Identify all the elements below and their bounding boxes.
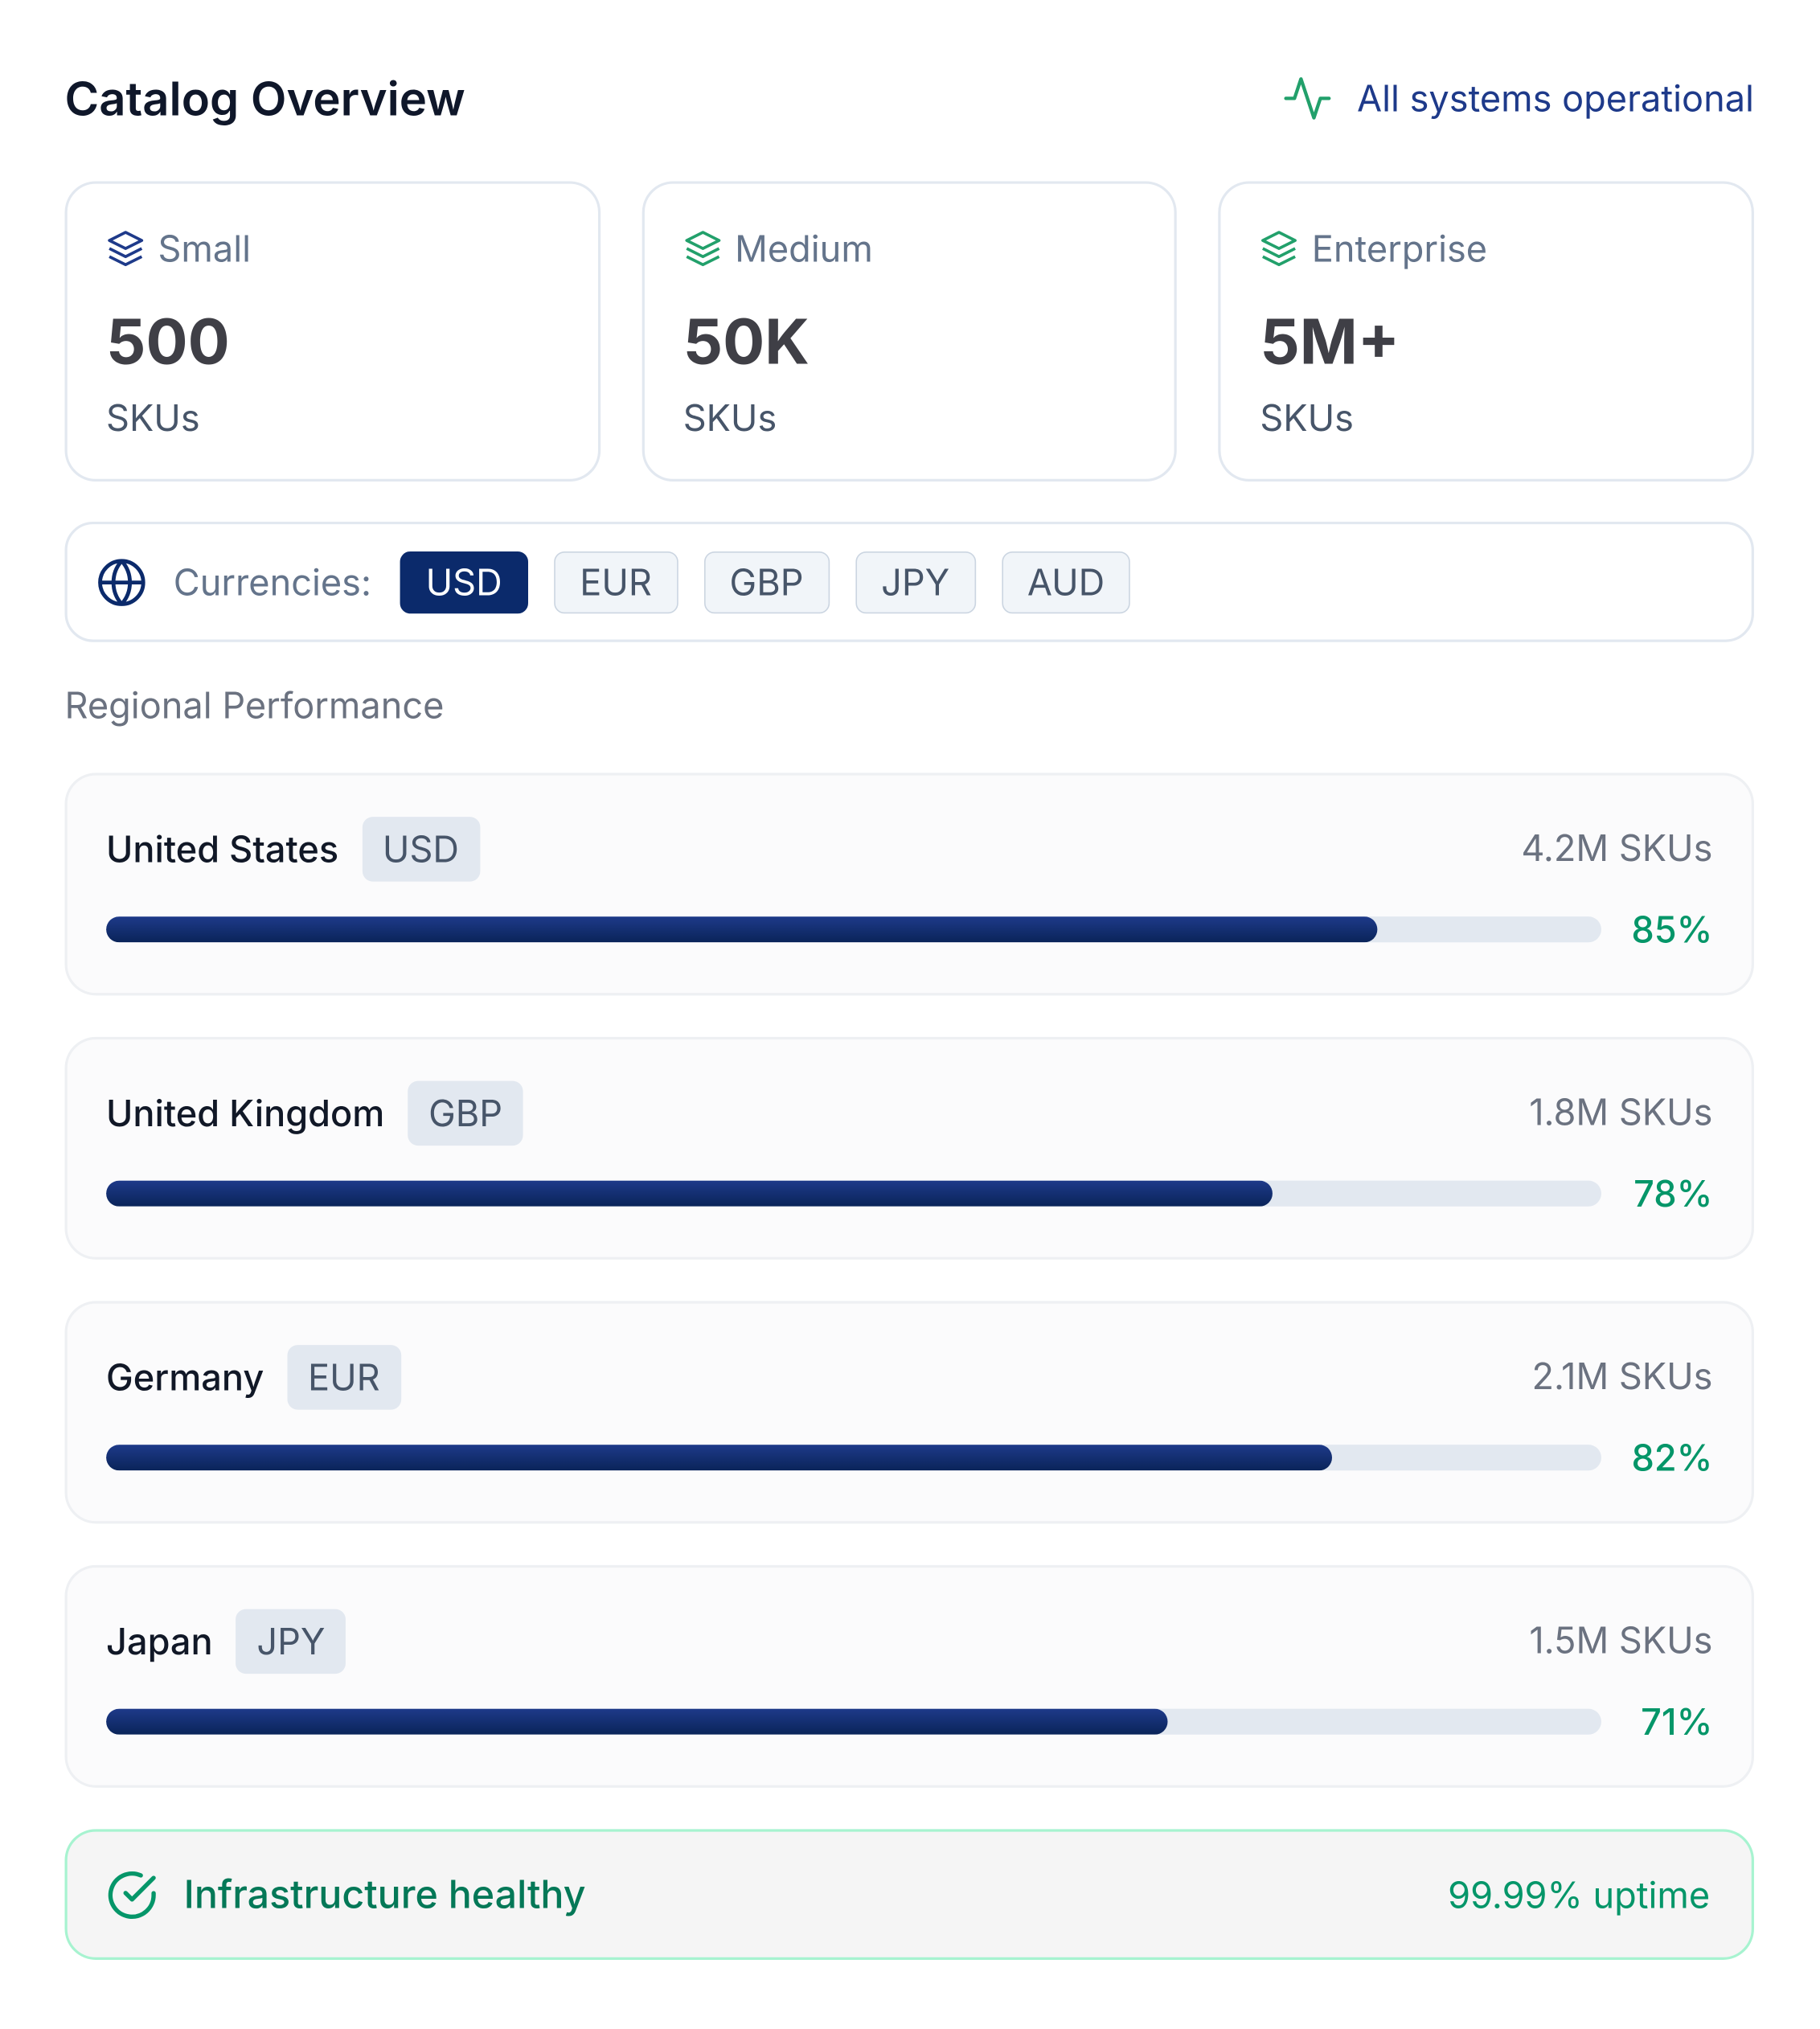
progress-track [106, 1708, 1601, 1735]
region-percent: 85% [1631, 907, 1713, 952]
region-name: Japan [106, 1619, 213, 1664]
currency-badge: GBP [408, 1080, 523, 1146]
check-icon [108, 1871, 156, 1919]
progress-track [106, 1445, 1601, 1471]
region-header: United States USD [106, 817, 480, 882]
tier-value: 5M+ [1260, 302, 1400, 379]
tier-card: Enterprise 5M+ SKUs [1218, 181, 1754, 482]
progress-bar [106, 1445, 1333, 1471]
currency-badge: EUR [287, 1345, 401, 1410]
status-text: All systems operational [1356, 76, 1754, 121]
region-name: United States [106, 826, 339, 871]
currency-chip[interactable]: JPY [855, 551, 976, 613]
region-header: Germany EUR [106, 1345, 401, 1410]
health-text: Infrastructure healthy [183, 1871, 586, 1918]
region-skus: 4.2M SKUs [1521, 826, 1713, 871]
health: Infrastructure healthy [106, 1868, 586, 1920]
layers-icon [1261, 231, 1297, 267]
tier-unit: SKUs [682, 396, 777, 441]
tier-label-row: Medium [683, 225, 1136, 272]
activity-icon [1284, 77, 1331, 120]
region-percent: 71% [1641, 1699, 1713, 1744]
tier-cards: Small 500 SKUs Medium 50K SKUs Enterprise 5M+ SK… [64, 181, 1754, 482]
currency-chip[interactable]: USD [400, 551, 528, 613]
tier-label: Medium [735, 226, 873, 271]
progress-track [106, 916, 1601, 943]
section-title: Regional Performance [64, 683, 445, 728]
region-card: United Kingdom GBP 1.8M SKUs 78% [64, 1036, 1754, 1260]
currency-chip[interactable]: AUD [1001, 551, 1131, 613]
tier-value: 50K [682, 302, 810, 379]
progress-bar [106, 916, 1377, 943]
region-card: Germany EUR 2.1M SKUs 82% [64, 1301, 1754, 1524]
progress-track [106, 1180, 1601, 1207]
progress-bar [106, 1180, 1273, 1207]
footer: Infrastructure healthy 99.99% uptime [64, 1829, 1754, 1960]
currency-chip[interactable]: GBP [703, 551, 830, 613]
progress-bar [106, 1708, 1168, 1735]
region-header: Japan JPY [106, 1609, 346, 1674]
layers-icon [108, 231, 144, 267]
page-title: Catalog Overview [64, 69, 465, 127]
region-card: Japan JPY 1.5M SKUs 71% [64, 1564, 1754, 1788]
currency-chip[interactable]: EUR [554, 551, 678, 613]
region-header: United Kingdom GBP [106, 1080, 523, 1146]
currencies-label: Currencies: [173, 560, 371, 605]
tier-label: Enterprise [1311, 226, 1488, 271]
region-skus: 1.8M SKUs [1529, 1089, 1713, 1134]
region-name: United Kingdom [106, 1091, 385, 1136]
uptime: 99.99% uptime [1448, 1872, 1711, 1917]
currency-bar: Currencies: USD EUR GBP JPY AUD [64, 521, 1754, 642]
tier-label-row: Enterprise [1260, 225, 1712, 272]
header: Catalog Overview All systems operational [65, 65, 1754, 133]
tier-unit: SKUs [1260, 396, 1354, 441]
currency-badge: JPY [236, 1609, 346, 1674]
globe-icon [98, 558, 146, 606]
region-percent: 82% [1631, 1435, 1713, 1480]
tier-unit: SKUs [106, 396, 200, 441]
tier-label-row: Small [106, 225, 559, 272]
region-card: United States USD 4.2M SKUs 85% [64, 773, 1754, 996]
status: All systems operational [1282, 72, 1754, 124]
tier-label: Small [158, 226, 252, 271]
region-skus: 2.1M SKUs [1531, 1354, 1713, 1399]
currency-badge: USD [362, 817, 480, 882]
region-name: Germany [106, 1355, 264, 1400]
region-percent: 78% [1633, 1171, 1713, 1216]
tier-value: 500 [106, 302, 230, 379]
layers-icon [684, 231, 720, 267]
tier-card: Medium 50K SKUs [642, 181, 1178, 482]
region-skus: 1.5M SKUs [1529, 1617, 1713, 1662]
tier-card: Small 500 SKUs [64, 181, 601, 482]
